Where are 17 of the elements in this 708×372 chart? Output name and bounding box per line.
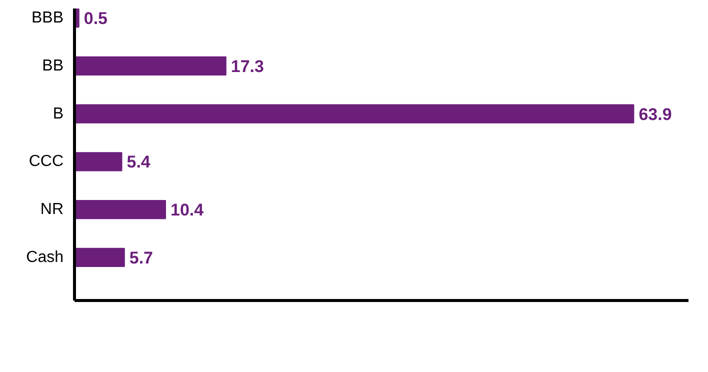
data-label: 63.9 bbox=[638, 104, 672, 124]
bar bbox=[74, 104, 634, 124]
data-label: 5.7 bbox=[129, 248, 154, 268]
y-tick-label: B bbox=[52, 105, 64, 122]
data-label: 17.3 bbox=[230, 56, 264, 76]
y-tick-label: Cash bbox=[26, 248, 64, 266]
y-tick-label: BBB bbox=[31, 10, 64, 27]
bar bbox=[74, 248, 125, 268]
bar bbox=[74, 152, 122, 172]
y-tick-label: CCC bbox=[28, 153, 64, 170]
bar bbox=[74, 56, 226, 76]
bar bbox=[74, 200, 166, 220]
data-label: 5.4 bbox=[126, 152, 151, 172]
y-tick-label: BB bbox=[42, 57, 64, 74]
y-tick-label: NR bbox=[40, 201, 64, 218]
data-label: 10.4 bbox=[170, 200, 204, 220]
data-label: 0.5 bbox=[84, 9, 108, 28]
